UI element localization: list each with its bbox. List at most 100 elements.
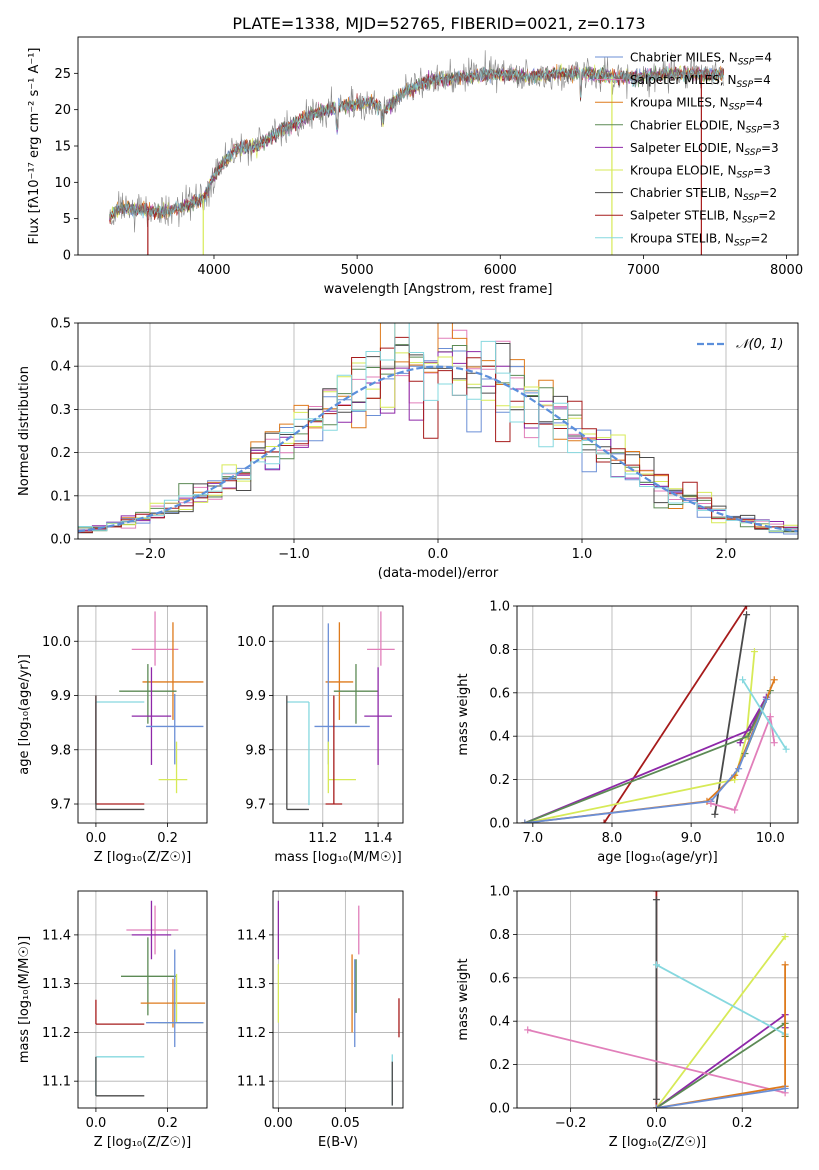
x-tick-label: 5000 (341, 263, 374, 278)
y-axis-label: Flux [fλ10⁻¹⁷ erg cm⁻² s⁻¹ A⁻¹] (27, 48, 42, 245)
weight-marker (735, 765, 743, 773)
x-tick-label: 0.0 (86, 831, 107, 846)
x-tick-label: 0.2 (157, 831, 178, 846)
x-tick-label: −2.0 (134, 547, 166, 562)
weight-marker (770, 676, 778, 684)
legend-label: Chabrier MILES, NSSP=4 (630, 51, 772, 68)
weight-marker (652, 961, 660, 969)
error-bar (131, 667, 172, 765)
plot-layer: 4000 5000 6000 7000 8000 0 5 10 15 20 25 wavelength… (17, 36, 803, 1150)
y-tick-label: 11.1 (42, 1075, 71, 1090)
error-bar (95, 999, 145, 1025)
error-bar (286, 701, 310, 806)
age_vs_mass-panel: 11.2 11.4 9.7 9.8 9.9 10.0 mass [log₁₀(M/M☉)] (237, 605, 404, 865)
y-tick-label: 11.3 (42, 977, 71, 992)
error-bar (158, 741, 188, 794)
weight-marker (524, 1026, 532, 1034)
residuals-panel: −2.0 −1.0 0.0 1.0 2.0 0.0 0.1 0.2 0.3 0.4 0.5 (data… (17, 317, 799, 581)
spectrum-lines (109, 50, 724, 255)
y-tick-label: 0.0 (489, 1102, 510, 1117)
mass_vs_EBV-panel: 0.00 0.05 11.1 11.2 11.3 11.4 E(B-V) (237, 890, 404, 1150)
weight-marker (652, 1104, 660, 1108)
error-bar (146, 949, 204, 1048)
legend-label: Kroupa STELIB, NSSP=2 (630, 231, 768, 248)
x-tick-label: 0.0 (646, 1116, 667, 1131)
x-tick-label: 4000 (197, 263, 230, 278)
weight-line (655, 1012, 786, 1108)
x-axis-label: mass [log₁₀(M/M☉)] (274, 850, 401, 865)
error-bars (95, 900, 206, 1097)
y-tick-label: 9.7 (245, 798, 266, 813)
y-tick-label: 0.4 (50, 360, 71, 375)
x-tick-label: 8.0 (602, 831, 623, 846)
y-tick-label: 15 (54, 140, 71, 155)
legend-label: Salpeter ELODIE, NSSP=3 (630, 141, 779, 158)
legend-label: Chabrier STELIB, NSSP=2 (630, 186, 777, 203)
weight-marker (731, 806, 739, 814)
y-tick-label: 0.0 (489, 817, 510, 832)
y-tick-label: 0.1 (50, 489, 71, 504)
x-tick-label: −0.2 (555, 1116, 587, 1131)
legend-label: Kroupa MILES, NSSP=4 (630, 96, 763, 113)
y-tick-label: 0.4 (489, 730, 510, 745)
weight-marker (707, 799, 715, 807)
error-bars (277, 900, 400, 1106)
weight-marker (762, 695, 770, 703)
y-axis-label: mass weight (456, 673, 471, 755)
y-tick-label: 9.8 (50, 743, 71, 758)
x-tick-label: −1.0 (278, 547, 310, 562)
y-tick-label: 1.0 (489, 600, 510, 615)
axes-frame (77, 890, 208, 1109)
y-tick-label: 11.1 (237, 1075, 266, 1090)
y-tick-label: 0 (63, 249, 71, 264)
y-tick-label: 0.4 (489, 1015, 510, 1030)
y-axis-label: age [log₁₀(age/yr)] (17, 654, 32, 775)
axes-frame (516, 890, 799, 1109)
y-tick-label: 0.0 (50, 533, 71, 548)
error-bar (140, 978, 206, 1028)
mass_vs_Z-panel: 0.0 0.2 11.1 11.2 11.3 11.4 Z [log₁₀(Z/Z☉)] mas… (17, 890, 208, 1150)
y-tick-label: 9.9 (50, 689, 71, 704)
y-tick-label: 1.0 (489, 885, 510, 900)
x-tick-label: 0.0 (86, 1116, 107, 1131)
weight-marker (766, 713, 774, 721)
y-tick-label: 10 (54, 176, 71, 191)
mass_weight_vs_age-panel: 7.0 8.0 9.0 10.0 0.0 0.2 0.4 0.6 0.8 1.0 age [log₁… (456, 600, 799, 865)
weight-line (524, 679, 776, 823)
weight-line (603, 606, 748, 823)
weight-marker (521, 819, 529, 823)
x-axis-label: E(B-V) (318, 1135, 358, 1150)
y-tick-label: 5 (63, 212, 71, 227)
axes-frame (77, 605, 208, 824)
x-axis-label: Z [log₁₀(Z/Z☉)] (94, 1135, 191, 1150)
weight-line (524, 651, 756, 823)
weight-line (710, 713, 776, 812)
axes-frame (77, 36, 799, 256)
legend-label: Salpeter MILES, NSSP=4 (630, 73, 771, 90)
weight-marker (711, 810, 719, 818)
y-tick-label: 0.2 (489, 1058, 510, 1073)
weight-marker (781, 933, 789, 941)
x-axis-label: age [log₁₀(age/yr)] (597, 850, 718, 865)
error-bars (95, 611, 204, 811)
weight-line (656, 1087, 786, 1108)
error-bar (367, 611, 395, 666)
error-bars (286, 611, 395, 811)
y-axis-label: mass [log₁₀(M/M☉)] (17, 936, 32, 1063)
y-tick-label: 10.0 (237, 635, 266, 650)
observed-spectrum (109, 50, 724, 233)
weight-marker (736, 739, 744, 747)
x-axis-label: (data-model)/error (378, 566, 499, 581)
x-tick-label: 0.2 (157, 1116, 178, 1131)
y-tick-label: 20 (54, 103, 71, 118)
x-tick-label: 7000 (627, 263, 660, 278)
axes-frame (516, 605, 799, 824)
y-tick-label: 11.4 (237, 928, 266, 943)
residual-histogram (78, 343, 798, 534)
y-tick-label: 0.6 (489, 971, 510, 986)
error-bar (314, 623, 370, 765)
y-tick-label: 11.2 (237, 1026, 266, 1041)
weight-marker (770, 739, 778, 747)
error-bar (286, 695, 309, 811)
error-bar (146, 693, 204, 765)
